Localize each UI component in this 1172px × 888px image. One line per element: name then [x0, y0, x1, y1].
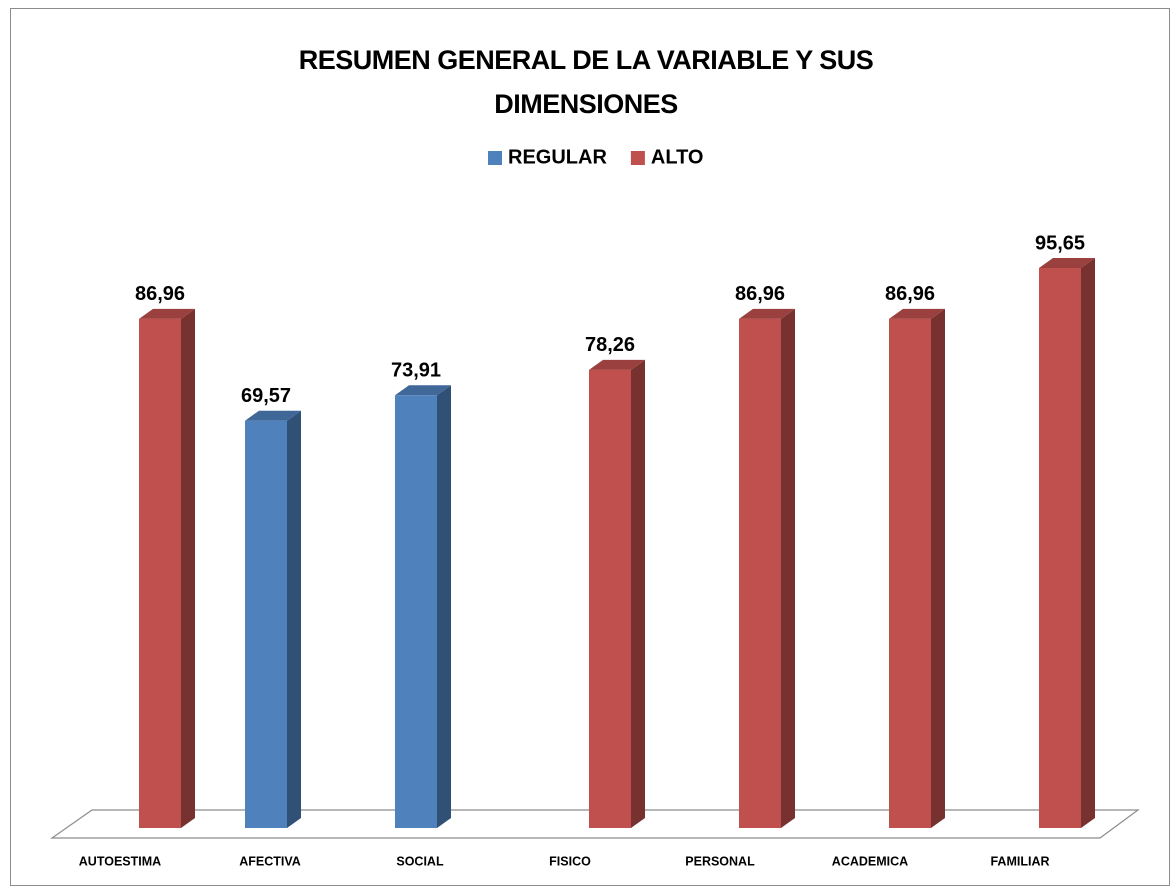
bar-front [889, 318, 931, 828]
bar-front [1039, 268, 1081, 828]
bar [589, 359, 645, 828]
bar [395, 385, 451, 828]
bar-top [395, 385, 451, 396]
bar-side [437, 385, 451, 828]
value-label: 86,96 [735, 283, 785, 305]
bar [739, 308, 795, 828]
bar-front [395, 395, 437, 828]
bar [245, 410, 301, 828]
value-label: 95,65 [1035, 232, 1085, 254]
legend-swatch [630, 151, 645, 165]
bar-top [245, 410, 301, 421]
bar-side [287, 410, 301, 828]
chart-title: RESUMEN GENERAL DE LA VARIABLE Y SUS DIM… [298, 45, 874, 119]
bar-top [889, 308, 945, 319]
x-tick-label: FAMILIAR [990, 854, 1049, 868]
x-tick-label: PERSONAL [685, 854, 755, 868]
bar-front [139, 318, 181, 828]
bar-side [1081, 258, 1095, 828]
x-tick-label: FISICO [549, 854, 591, 868]
bar-top [139, 308, 195, 319]
bar-side [931, 308, 945, 828]
x-tick-label: AFECTIVA [239, 854, 301, 868]
x-tick-label: SOCIAL [396, 854, 444, 868]
bar [1039, 258, 1095, 828]
legend-swatch [488, 151, 502, 165]
bar [139, 308, 195, 828]
value-label: 73,91 [391, 360, 441, 382]
bar-front [245, 420, 287, 828]
bar-top [1039, 258, 1095, 268]
bar-side [181, 308, 195, 828]
value-label: 86,96 [135, 283, 185, 305]
x-tick-label: AUTOESTIMA [79, 854, 161, 868]
legend-label: REGULAR [508, 146, 607, 168]
value-label: 69,57 [241, 385, 291, 407]
x-tick-label: ACADEMICA [832, 854, 908, 868]
bar-top [589, 359, 645, 370]
bar-side [631, 359, 645, 828]
bar-top [739, 308, 795, 319]
chart-frame [10, 8, 1170, 886]
value-label: 86,96 [885, 283, 935, 305]
bar-front [739, 318, 781, 828]
bar-side [781, 308, 795, 828]
legend-label: ALTO [651, 146, 704, 168]
bar-front [589, 369, 631, 828]
bar [889, 308, 945, 828]
value-label: 78,26 [585, 334, 635, 356]
